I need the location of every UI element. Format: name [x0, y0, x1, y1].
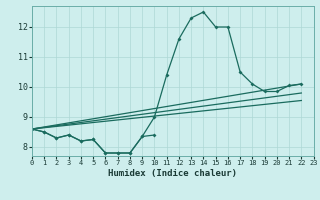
- X-axis label: Humidex (Indice chaleur): Humidex (Indice chaleur): [108, 169, 237, 178]
